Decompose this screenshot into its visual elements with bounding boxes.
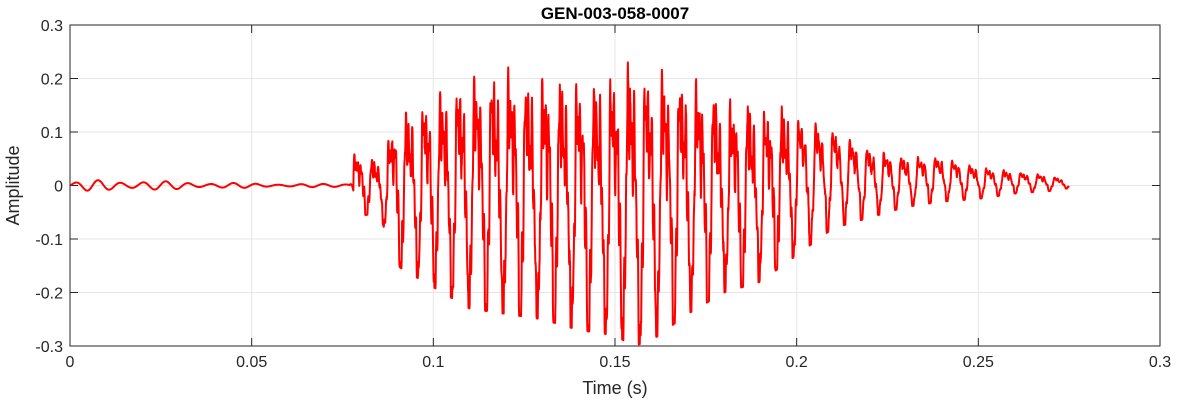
plot-frame [69,24,1161,347]
x-tick-label: 0 [66,354,75,371]
x-tick-label: 0.3 [1149,354,1171,371]
x-tick-label: 0.05 [236,354,267,371]
y-axis-label: Amplitude [3,145,23,225]
x-tick-label: 0.2 [786,354,808,371]
y-tick-label: -0.3 [35,339,63,356]
x-tick-label: 0.1 [422,354,444,371]
y-tick-label: -0.1 [35,232,63,249]
y-tick-label: 0.1 [41,125,63,142]
x-axis-label: Time (s) [582,378,647,398]
x-tick-labels: 0 0.05 0.1 0.15 0.2 0.25 0.3 [66,354,1172,371]
y-tick-labels: 0.3 0.2 0.1 0 -0.1 -0.2 -0.3 [35,18,63,356]
chart-title: GEN-003-058-0007 [541,4,689,23]
y-tick-label: 0 [54,179,63,196]
series-line [69,61,1070,346]
y-tick-label: 0.2 [41,72,63,89]
y-tick-label: -0.2 [35,286,63,303]
y-tick-label: 0.3 [41,18,63,35]
x-tick-label: 0.25 [963,354,994,371]
x-tick-label: 0.15 [599,354,630,371]
